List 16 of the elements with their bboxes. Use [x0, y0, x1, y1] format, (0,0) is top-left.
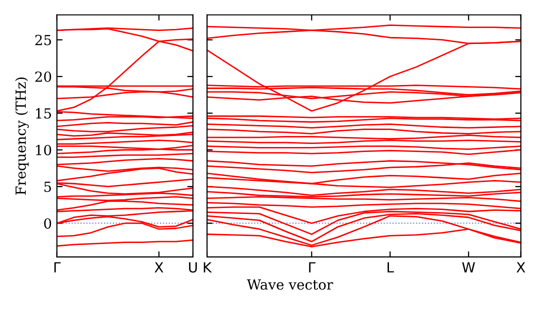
x-tick-label: Γ [54, 262, 61, 272]
x-tick-label: X [516, 262, 526, 272]
y-tick-label: 20 [35, 71, 52, 82]
x-axis-title: Wave vector [246, 279, 334, 290]
y-tick-label: 0 [44, 218, 52, 229]
x-tick-label: Γ [309, 262, 316, 272]
x-tick-label: X [154, 262, 164, 272]
y-tick-label: 15 [36, 108, 51, 119]
x-tick-label: K [204, 262, 212, 272]
y-axis-title: Frequency (THz) [15, 78, 29, 195]
y-tick-label: 5 [44, 182, 51, 192]
x-tick-label: W [462, 262, 475, 272]
y-tick-label: 10 [36, 144, 52, 156]
y-tick-label: 25 [35, 34, 51, 46]
x-tick-label: U [189, 262, 197, 273]
x-tick-label: L [388, 262, 394, 272]
